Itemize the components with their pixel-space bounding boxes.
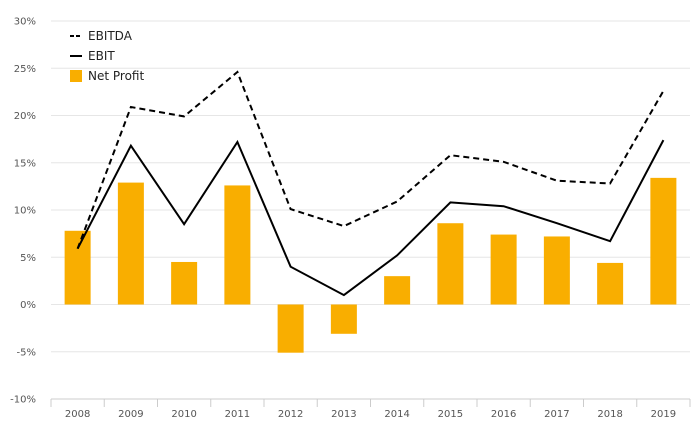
- x-tick-label: 2014: [384, 409, 409, 420]
- gridlines: [51, 20, 690, 400]
- bar-net-profit: [543, 236, 570, 305]
- bar-net-profit: [171, 261, 198, 305]
- lines: [76, 70, 665, 297]
- x-tick-label: 2017: [544, 409, 569, 420]
- bar-net-profit: [490, 234, 517, 305]
- bar-net-profit: [650, 177, 677, 305]
- y-tick-label: 0%: [20, 300, 36, 311]
- legend-label: EBITDA: [88, 29, 133, 43]
- y-tick-label: -5%: [17, 347, 36, 358]
- series-line-ebit: [76, 139, 665, 297]
- y-tick-label: 5%: [20, 253, 36, 264]
- bars: [64, 177, 677, 353]
- y-tick-label: 25%: [14, 64, 36, 75]
- legend-label: Net Profit: [88, 69, 144, 83]
- y-tick-label: 30%: [14, 17, 36, 28]
- x-tick-label: 2008: [65, 409, 90, 420]
- bar-net-profit: [224, 185, 251, 305]
- x-tick-label: 2009: [118, 409, 143, 420]
- x-tick-label: 2019: [651, 409, 676, 420]
- axes: 30% 25% 20% 15% 10% 5% 0% -5% -10% 2008 2009 2010 20…: [10, 17, 691, 420]
- x-tick-label: 2011: [225, 409, 250, 420]
- legend-label: EBIT: [88, 49, 115, 63]
- y-tick-label: 10%: [14, 206, 36, 217]
- bar-net-profit: [330, 304, 357, 334]
- x-tick-label: 2018: [597, 409, 622, 420]
- y-tick-label: 15%: [14, 158, 36, 169]
- legend-swatch-net-profit: [70, 70, 82, 82]
- x-tick-label: 2016: [491, 409, 516, 420]
- x-tick-label: 2010: [171, 409, 196, 420]
- bar-net-profit: [117, 182, 144, 305]
- legend: EBITDA EBIT Net Profit: [70, 29, 144, 83]
- bar-net-profit: [597, 262, 624, 305]
- x-tick-label: 2012: [278, 409, 303, 420]
- bar-net-profit: [277, 304, 304, 353]
- x-tick-label: 2013: [331, 409, 356, 420]
- y-tick-label: -10%: [10, 395, 36, 406]
- series-line-ebitda: [76, 70, 665, 250]
- bar-net-profit: [64, 230, 91, 305]
- bar-net-profit: [437, 223, 464, 305]
- bar-net-profit: [384, 276, 411, 305]
- x-tick-label: 2015: [438, 409, 463, 420]
- y-tick-label: 20%: [14, 111, 36, 122]
